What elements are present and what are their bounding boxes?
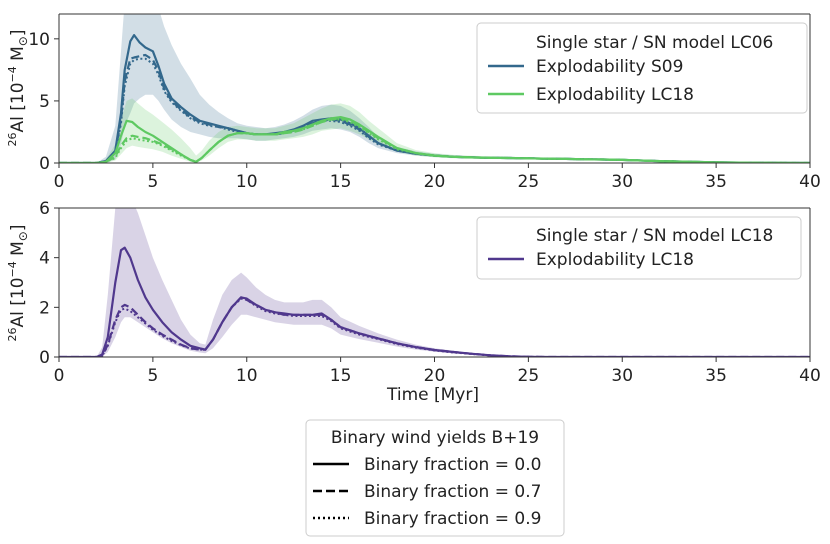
- top-y-tick-label: 5: [39, 92, 50, 112]
- binary-legend-entry-0: Binary fraction = 0.0: [364, 455, 541, 475]
- bot-x-tick-label: 35: [705, 366, 727, 386]
- bottom-legend-frame: [476, 216, 802, 280]
- bot-x-tick-label: 5: [147, 366, 158, 386]
- top-x-tick-label: 0: [54, 172, 65, 192]
- top-y-axis-label: 26Al [10−4 M⊙]: [6, 29, 30, 146]
- bottom-ylabel-main: Al [10: [8, 277, 28, 327]
- top-y-tick-label: 0: [39, 154, 50, 174]
- top-y-tick-label: 10: [28, 30, 50, 50]
- top-x-tick-label: 35: [705, 172, 727, 192]
- bottom-ylabel-sun: ⊙: [16, 231, 30, 241]
- top-x-tick-label: 10: [236, 172, 258, 192]
- top-series-lines: [59, 34, 810, 163]
- bottom-confidence-bands: [59, 208, 810, 357]
- top-x-tick-label: 30: [611, 172, 633, 192]
- top-ylabel-unit: M: [8, 46, 28, 66]
- bot-y-tick-label: 4: [39, 249, 50, 269]
- top-x-tick-label: 20: [424, 172, 446, 192]
- top-band-explodability-lc18: [59, 98, 810, 163]
- binary-legend-title: Binary wind yields B+19: [331, 428, 539, 448]
- bot-line-explodability-lc18-binary-0-9: [59, 297, 810, 357]
- bot-y-tick-label: 2: [39, 298, 50, 318]
- bot-line-explodability-lc18-binary-0-7: [59, 296, 810, 357]
- bottom-ylabel-close: ]: [8, 224, 28, 231]
- bot-x-tick-label: 30: [611, 366, 633, 386]
- bot-y-tick-label: 0: [39, 348, 50, 368]
- top-x-tick-label: 40: [799, 172, 821, 192]
- bot-band-explodability-lc18: [59, 208, 810, 357]
- bottom-ylabel-unit: M: [8, 241, 28, 261]
- bottom-axes: 0 5 10 15 20 25 30 35 40 0 2 4 6: [39, 199, 821, 386]
- bottom-panel: 0 5 10 15 20 25 30 35 40 0 2 4 6 26Al [10−4 M⊙] Time…: [6, 199, 821, 405]
- top-panel: 0 5 10 15 20 25 30 35 40 0 5 10 26Al [10−4 M⊙] Sing…: [6, 13, 821, 192]
- top-legend-entry-lc18: Explodability LC18: [536, 85, 694, 105]
- bot-x-tick-label: 40: [799, 366, 821, 386]
- bottom-ylabel-exp: −4: [6, 261, 19, 277]
- bot-x-tick-label: 0: [54, 366, 65, 386]
- top-ylabel-close: ]: [8, 29, 28, 36]
- top-x-tick-label: 15: [330, 172, 352, 192]
- bottom-legend-title: Single star / SN model LC18: [536, 226, 773, 246]
- bottom-legend-entry-lc18: Explodability LC18: [536, 250, 694, 270]
- top-x-tick-label: 5: [147, 172, 158, 192]
- top-legend-frame: [476, 22, 808, 114]
- bot-y-tick-label: 6: [39, 199, 50, 219]
- top-line-explodability-lc18-binary-0-9: [59, 118, 810, 163]
- top-x-tick-label: 25: [518, 172, 540, 192]
- binary-fraction-legend: Binary wind yields B+19 Binary fraction …: [305, 419, 565, 537]
- top-axes: 0 5 10 15 20 25 30 35 40 0 5 10: [28, 13, 821, 192]
- bot-x-tick-label: 20: [424, 366, 446, 386]
- top-ylabel-exp: −4: [6, 66, 19, 82]
- top-line-explodability-lc18-binary-0-7: [59, 117, 810, 163]
- bottom-y-axis-label: 26Al [10−4 M⊙]: [6, 224, 30, 341]
- top-ylabel-sun: ⊙: [16, 36, 30, 46]
- bot-x-tick-label: 15: [330, 366, 352, 386]
- bottom-series-lines: [59, 246, 810, 357]
- bottom-ylabel-sup: 26: [6, 328, 19, 342]
- bottom-x-axis-label: Time [Myr]: [386, 385, 479, 405]
- top-legend-entry-s09: Explodability S09: [536, 57, 683, 77]
- top-confidence-bands: [59, 14, 810, 163]
- top-line-explodability-lc18-binary-0-0: [59, 116, 810, 163]
- bot-x-tick-label: 10: [236, 366, 258, 386]
- top-ylabel-main: Al [10: [8, 82, 28, 132]
- bottom-legend: Single star / SN model LC18 Explodabilit…: [476, 216, 802, 280]
- binary-legend-frame: [305, 419, 565, 537]
- top-legend: Single star / SN model LC06 Explodabilit…: [476, 22, 808, 114]
- bot-x-tick-label: 25: [518, 366, 540, 386]
- binary-legend-entry-1: Binary fraction = 0.7: [364, 482, 541, 502]
- binary-legend-entry-2: Binary fraction = 0.9: [364, 509, 541, 529]
- top-band-explodability-s09: [59, 14, 810, 163]
- top-ylabel-sup: 26: [6, 133, 19, 147]
- top-legend-title: Single star / SN model LC06: [536, 33, 773, 53]
